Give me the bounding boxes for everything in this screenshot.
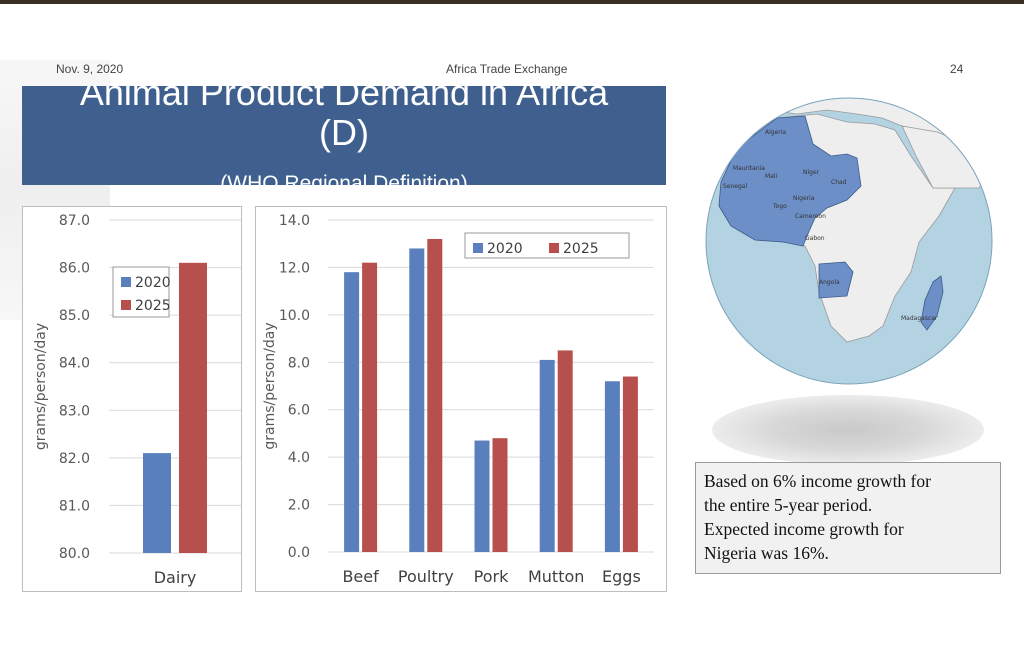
bar-2025-poultry xyxy=(427,238,443,552)
bar-2020-mutton xyxy=(539,359,555,552)
map-label-mali: Mali xyxy=(765,173,778,180)
page-title: Animal Product Demand in Africa xyxy=(79,86,609,113)
bar-2020-beef xyxy=(344,272,360,552)
note-line: Nigeria was 16%. xyxy=(704,543,829,563)
top-border xyxy=(0,0,1024,4)
y-tick-label: 2.0 xyxy=(288,498,310,514)
y-tick-label: 82.0 xyxy=(59,451,90,467)
y-tick-label: 6.0 xyxy=(288,403,310,419)
legend-swatch-2025 xyxy=(549,243,559,253)
page-subtitle: (WHO Regional Definition) xyxy=(220,172,468,185)
y-tick-label: 10.0 xyxy=(279,308,310,324)
note-line: the entire 5-year period. xyxy=(704,495,873,515)
map-label-nigeria: Nigeria xyxy=(793,195,815,202)
page-number: 24 xyxy=(950,62,964,76)
y-tick-label: 81.0 xyxy=(59,498,90,514)
bar-2020-eggs xyxy=(604,381,620,552)
y-tick-label: 80.0 xyxy=(59,546,90,562)
x-category-label: Poultry xyxy=(398,567,454,586)
x-category-label: Pork xyxy=(474,567,509,586)
map-label-madagascar: Madagascar xyxy=(901,315,938,322)
x-category-label: Dairy xyxy=(154,568,197,587)
y-tick-label: 14.0 xyxy=(279,213,310,229)
map-label-togo: Togo xyxy=(772,203,787,210)
dairy-chart-panel: 80.0 81.0 82.0 83.0 84.0 85.0 86.0 87.0 grams/pe… xyxy=(22,206,242,592)
legend-swatch-2020 xyxy=(473,243,483,253)
note-line: Based on 6% income growth for xyxy=(704,471,931,491)
note-line: Expected income growth for xyxy=(704,519,904,539)
map-label-senegal: Senegal xyxy=(723,183,747,190)
x-category-label: Mutton xyxy=(528,567,584,586)
y-tick-label: 87.0 xyxy=(59,213,90,229)
x-category-label: Eggs xyxy=(602,567,641,586)
y-tick-label: 12.0 xyxy=(279,260,310,276)
bar-2025-beef xyxy=(362,262,378,552)
map-region-west-africa xyxy=(718,115,862,247)
title-banner: Animal Product Demand in Africa (D) (WHO… xyxy=(22,86,666,185)
map-label-angola: Angola xyxy=(819,279,840,286)
bar-2020-dairy xyxy=(143,453,171,553)
legend-label-2020: 2020 xyxy=(487,241,523,257)
map-label-chad: Chad xyxy=(831,179,847,186)
page-title-line2: (D) xyxy=(319,112,369,153)
map-label-algeria: Algeria xyxy=(765,129,786,136)
legend-label-2020: 2020 xyxy=(135,275,171,291)
legend-box xyxy=(464,232,630,259)
dairy-chart: 80.0 81.0 82.0 83.0 84.0 85.0 86.0 87.0 grams/pe… xyxy=(33,213,241,587)
bar-2025-pork xyxy=(492,438,508,552)
y-axis-label: grams/person/day xyxy=(33,323,49,450)
legend-label-2025: 2025 xyxy=(135,298,171,314)
meat-chart-panel: 0.0 2.0 4.0 6.0 8.0 10.0 12.0 14.0 grams/person/… xyxy=(255,206,667,592)
y-tick-label: 83.0 xyxy=(59,403,90,419)
map-region-angola xyxy=(818,261,854,299)
bar-2025-dairy xyxy=(179,262,207,553)
africa-map: Algeria Mauritania Mali Niger Chad Seneg… xyxy=(697,96,1002,386)
legend-label-2025: 2025 xyxy=(563,241,599,257)
map-region-madagascar xyxy=(920,275,944,331)
bar-2025-eggs xyxy=(622,376,638,552)
legend-swatch-2025 xyxy=(121,300,131,310)
bar-2020-pork xyxy=(474,440,490,552)
map-label-mauritania: Mauritania xyxy=(733,165,765,172)
header-date: Nov. 9, 2020 xyxy=(56,62,124,76)
map-label-gabon: Gabon xyxy=(805,235,825,242)
header-center: Africa Trade Exchange xyxy=(446,62,568,76)
y-tick-label: 8.0 xyxy=(288,355,310,371)
bar-2025-mutton xyxy=(557,350,573,552)
map-label-cameroon: Cameroon xyxy=(795,213,826,220)
y-axis-label: grams/person/day xyxy=(262,322,278,449)
y-tick-label: 0.0 xyxy=(288,545,310,561)
map-label-niger: Niger xyxy=(803,169,820,176)
legend-swatch-2020 xyxy=(121,277,131,287)
y-tick-label: 85.0 xyxy=(59,308,90,324)
meat-chart: 0.0 2.0 4.0 6.0 8.0 10.0 12.0 14.0 grams/person/… xyxy=(262,213,654,586)
y-tick-label: 84.0 xyxy=(59,356,90,372)
bar-2020-poultry xyxy=(409,248,425,552)
map-shadow xyxy=(712,395,984,465)
note-box: Based on 6% income growth for the entire… xyxy=(695,462,1001,574)
y-tick-label: 4.0 xyxy=(288,450,310,466)
y-tick-label: 86.0 xyxy=(59,261,90,277)
x-category-label: Beef xyxy=(342,567,379,586)
